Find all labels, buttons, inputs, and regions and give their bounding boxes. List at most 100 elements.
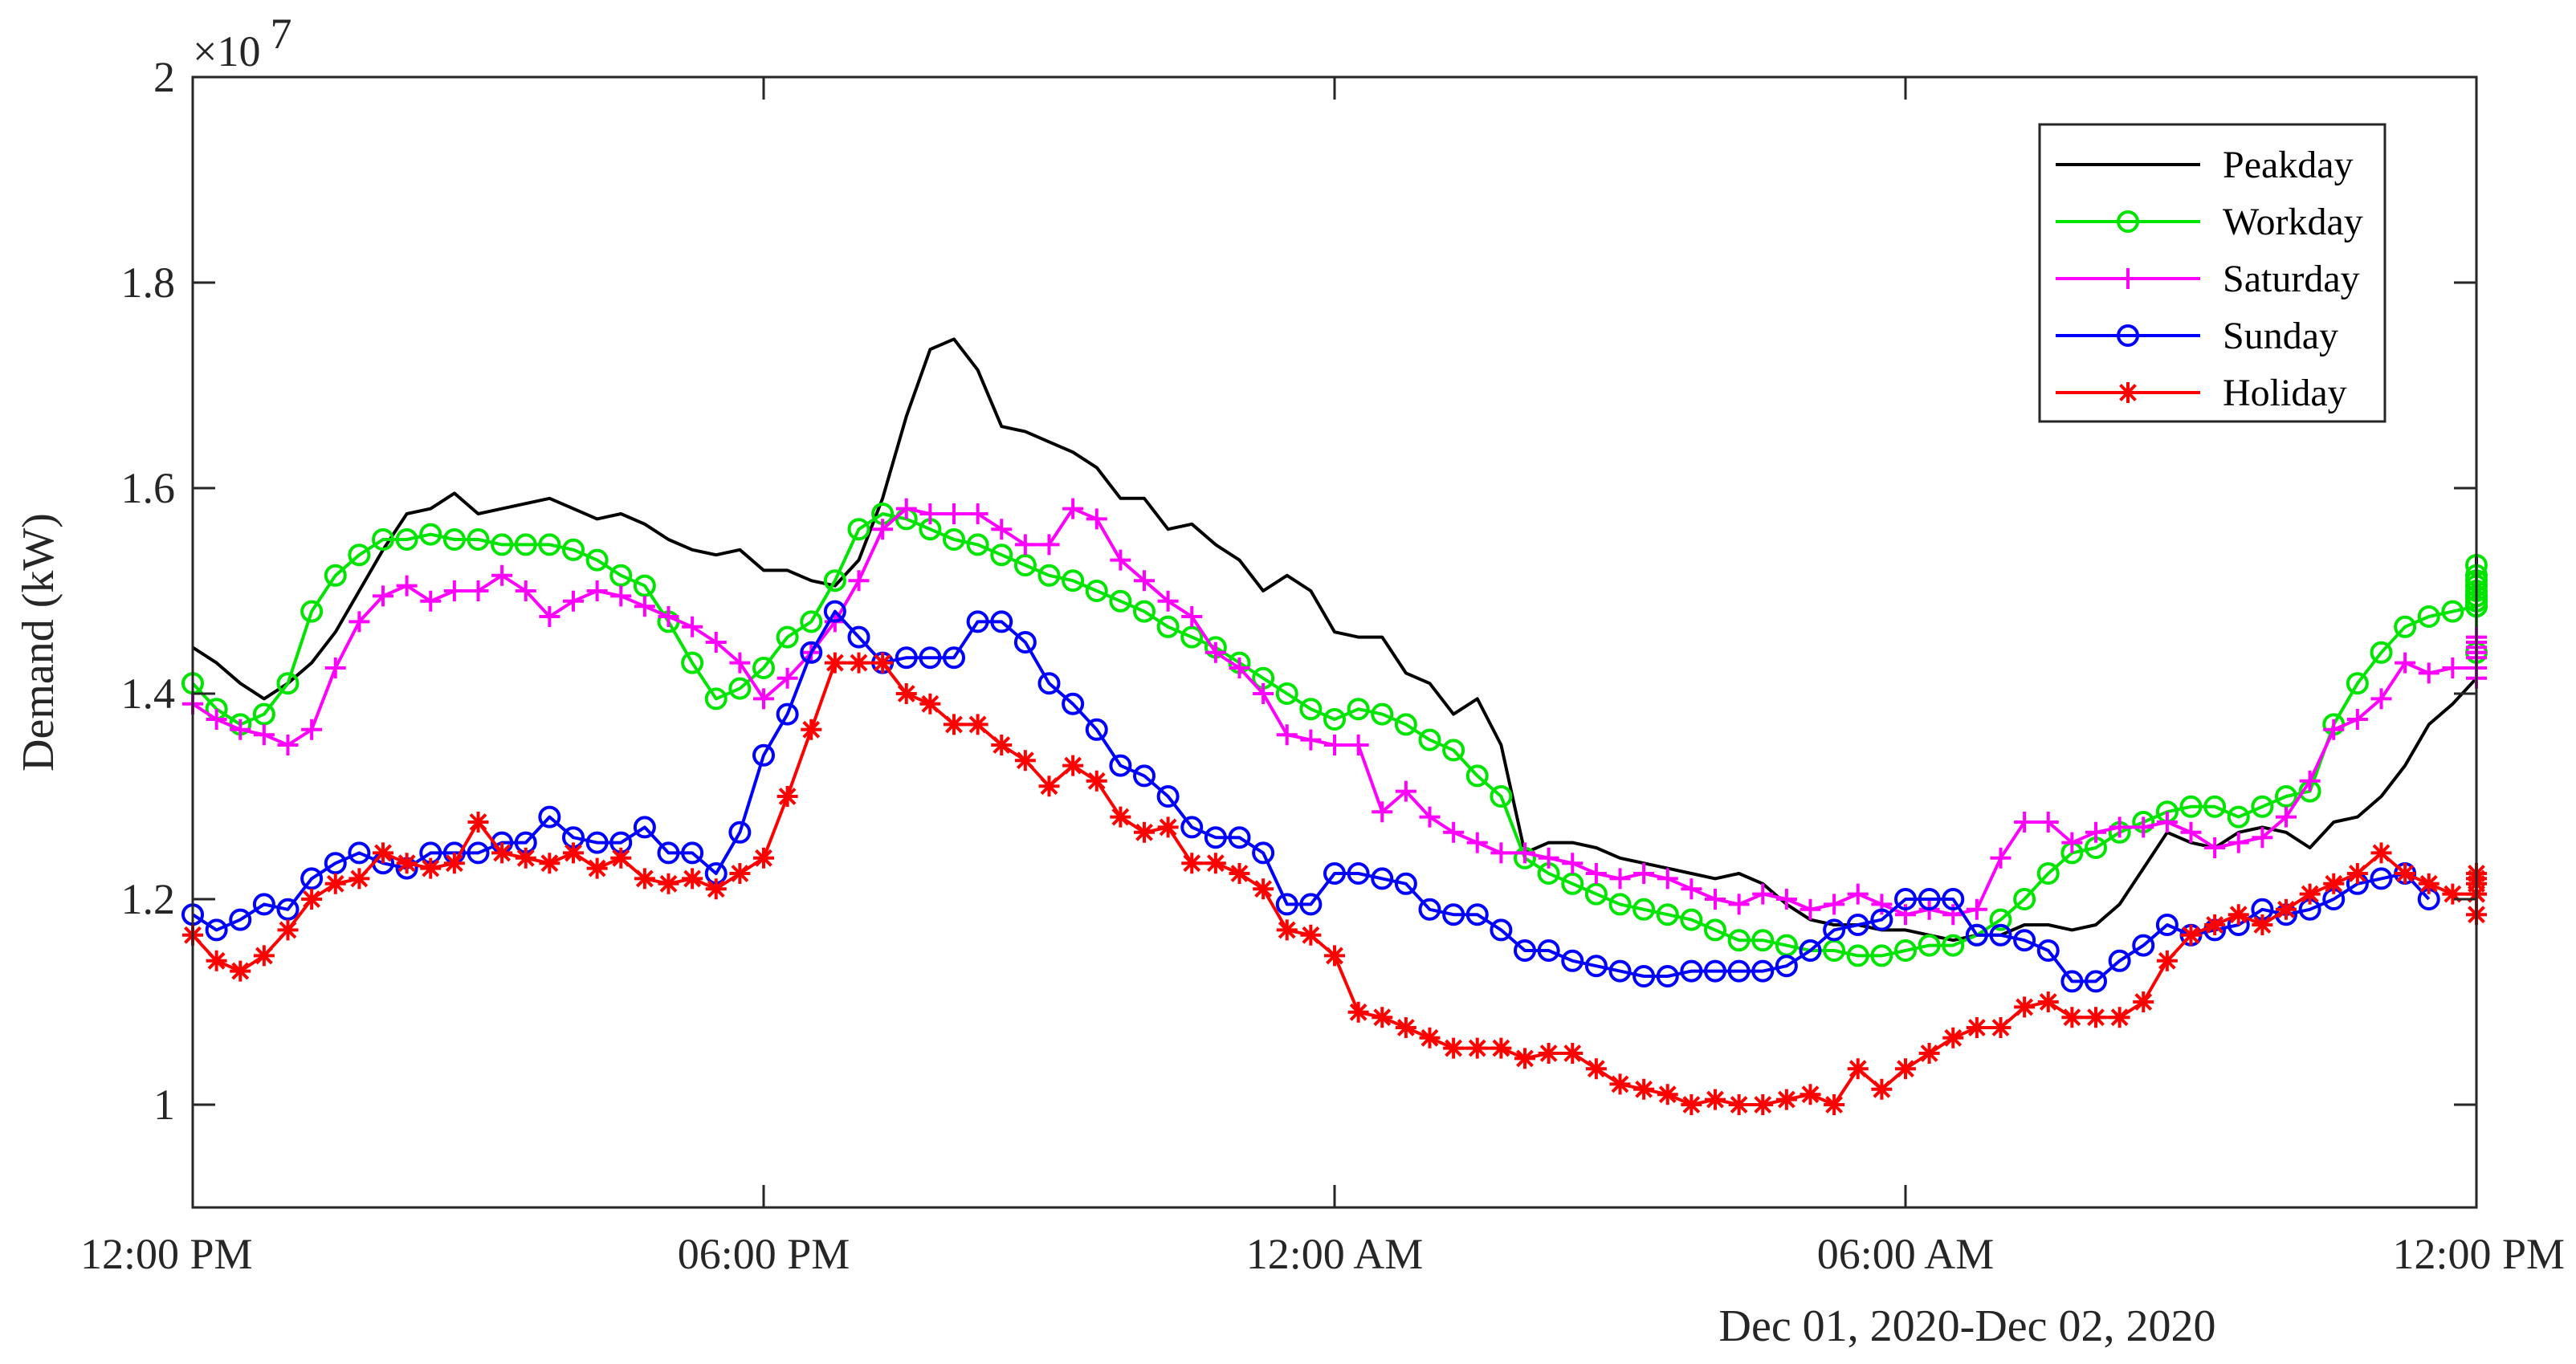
sunday-point bbox=[1584, 955, 1608, 978]
saturday-point bbox=[2252, 827, 2273, 849]
saturday-point bbox=[1086, 508, 1107, 530]
sunday-point bbox=[585, 831, 609, 854]
holiday-point bbox=[443, 853, 465, 874]
workday-point bbox=[943, 528, 965, 551]
workday-point bbox=[1727, 929, 1751, 952]
sunday-point bbox=[1109, 754, 1132, 777]
sunday-point bbox=[776, 702, 799, 726]
holiday-point bbox=[2180, 924, 2202, 946]
saturday-point bbox=[491, 564, 513, 586]
workday-point bbox=[252, 702, 275, 726]
sunday-point bbox=[1442, 903, 1465, 926]
sunday-point bbox=[1465, 903, 1489, 926]
saturday-point bbox=[1466, 832, 1488, 853]
workday-point bbox=[300, 600, 324, 623]
holiday-point bbox=[682, 868, 703, 890]
holiday-point bbox=[1276, 919, 1298, 941]
holiday-point bbox=[991, 735, 1013, 755]
holiday-point bbox=[230, 960, 251, 982]
holiday-point bbox=[1895, 1058, 1916, 1080]
holiday-point bbox=[1585, 1058, 1607, 1080]
holiday-point bbox=[2299, 883, 2321, 905]
workday-point bbox=[847, 518, 870, 541]
saturday-point bbox=[944, 503, 964, 524]
saturday-point bbox=[2204, 837, 2226, 858]
holiday-point bbox=[2346, 863, 2368, 884]
saturday-point bbox=[1775, 889, 1797, 910]
workday-point bbox=[2441, 600, 2464, 623]
workday-point bbox=[324, 564, 347, 587]
workday-point bbox=[1133, 600, 1156, 623]
saturday-point bbox=[206, 709, 227, 730]
sunday-point bbox=[1252, 841, 1275, 865]
holiday-point bbox=[1562, 1043, 1584, 1064]
legend-label-holiday: Holiday bbox=[2223, 372, 2347, 414]
sunday-point bbox=[1704, 959, 1726, 983]
holiday-point bbox=[2204, 914, 2226, 935]
workday-point bbox=[1323, 708, 1346, 731]
sunday-point bbox=[1275, 893, 1298, 916]
holiday-point bbox=[872, 652, 894, 674]
workday-point bbox=[1751, 929, 1775, 952]
workday-point bbox=[562, 538, 585, 561]
holiday-point bbox=[895, 683, 917, 704]
workday-point bbox=[966, 533, 989, 556]
holiday-point bbox=[1728, 1094, 1750, 1115]
holiday-point bbox=[1490, 1037, 1512, 1059]
saturday-point bbox=[1443, 821, 1465, 843]
sunday-point bbox=[1537, 939, 1560, 962]
saturday-point bbox=[1181, 606, 1203, 627]
y-tick-label: 1.8 bbox=[121, 259, 176, 307]
sunday-point bbox=[1085, 718, 1108, 741]
sunday-point bbox=[895, 646, 918, 670]
saturday-point bbox=[2346, 709, 2368, 730]
sunday-point bbox=[1037, 672, 1061, 695]
saturday-point bbox=[1347, 735, 1369, 755]
sunday-point bbox=[2060, 970, 2084, 993]
y-tick-label: 1 bbox=[153, 1081, 175, 1129]
holiday-point bbox=[1514, 1048, 1535, 1069]
holiday-point bbox=[348, 868, 370, 890]
sunday-point bbox=[1751, 959, 1775, 983]
holiday-point bbox=[658, 873, 679, 894]
workday-point bbox=[1062, 569, 1085, 592]
workday-point bbox=[1632, 898, 1656, 921]
sunday-point bbox=[1561, 949, 1584, 972]
saturday-point bbox=[1538, 847, 1559, 869]
holiday-point bbox=[1705, 1089, 1726, 1110]
workday-point bbox=[2227, 805, 2250, 829]
holiday-point bbox=[1847, 1058, 1869, 1080]
saturday-point bbox=[1990, 847, 2011, 869]
workday-point bbox=[2275, 785, 2297, 808]
holiday-point bbox=[301, 889, 323, 910]
holiday-point bbox=[919, 693, 941, 715]
saturday-point bbox=[1014, 534, 1036, 556]
holiday-point bbox=[515, 847, 536, 869]
workday-point bbox=[1394, 713, 1417, 736]
saturday-point bbox=[2228, 832, 2249, 853]
sunday-point bbox=[276, 898, 300, 921]
saturday-point bbox=[1157, 590, 1179, 612]
saturday-point bbox=[634, 596, 655, 617]
holiday-point bbox=[1229, 863, 1250, 884]
x-axis-label: Dec 01, 2020-Dec 02, 2020 bbox=[1719, 1301, 2216, 1351]
holiday-point bbox=[2370, 842, 2392, 864]
sunday-point bbox=[966, 610, 989, 633]
sunday-point bbox=[1727, 959, 1751, 983]
workday-point bbox=[1013, 554, 1037, 576]
sunday-point bbox=[2155, 914, 2179, 936]
holiday-point bbox=[1204, 853, 1226, 874]
workday-point bbox=[1918, 934, 1941, 957]
workday-point bbox=[633, 574, 656, 597]
sunday-point bbox=[2013, 929, 2036, 952]
saturday-point bbox=[467, 580, 489, 601]
workday-point bbox=[1180, 625, 1204, 649]
holiday-point bbox=[1824, 1094, 1845, 1115]
holiday-point bbox=[1253, 878, 1274, 900]
holiday-point bbox=[2109, 1007, 2130, 1028]
legend-label-saturday: Saturday bbox=[2223, 258, 2360, 300]
saturday-point bbox=[373, 585, 393, 607]
holiday-point bbox=[253, 945, 275, 967]
holiday-point bbox=[1062, 755, 1084, 776]
